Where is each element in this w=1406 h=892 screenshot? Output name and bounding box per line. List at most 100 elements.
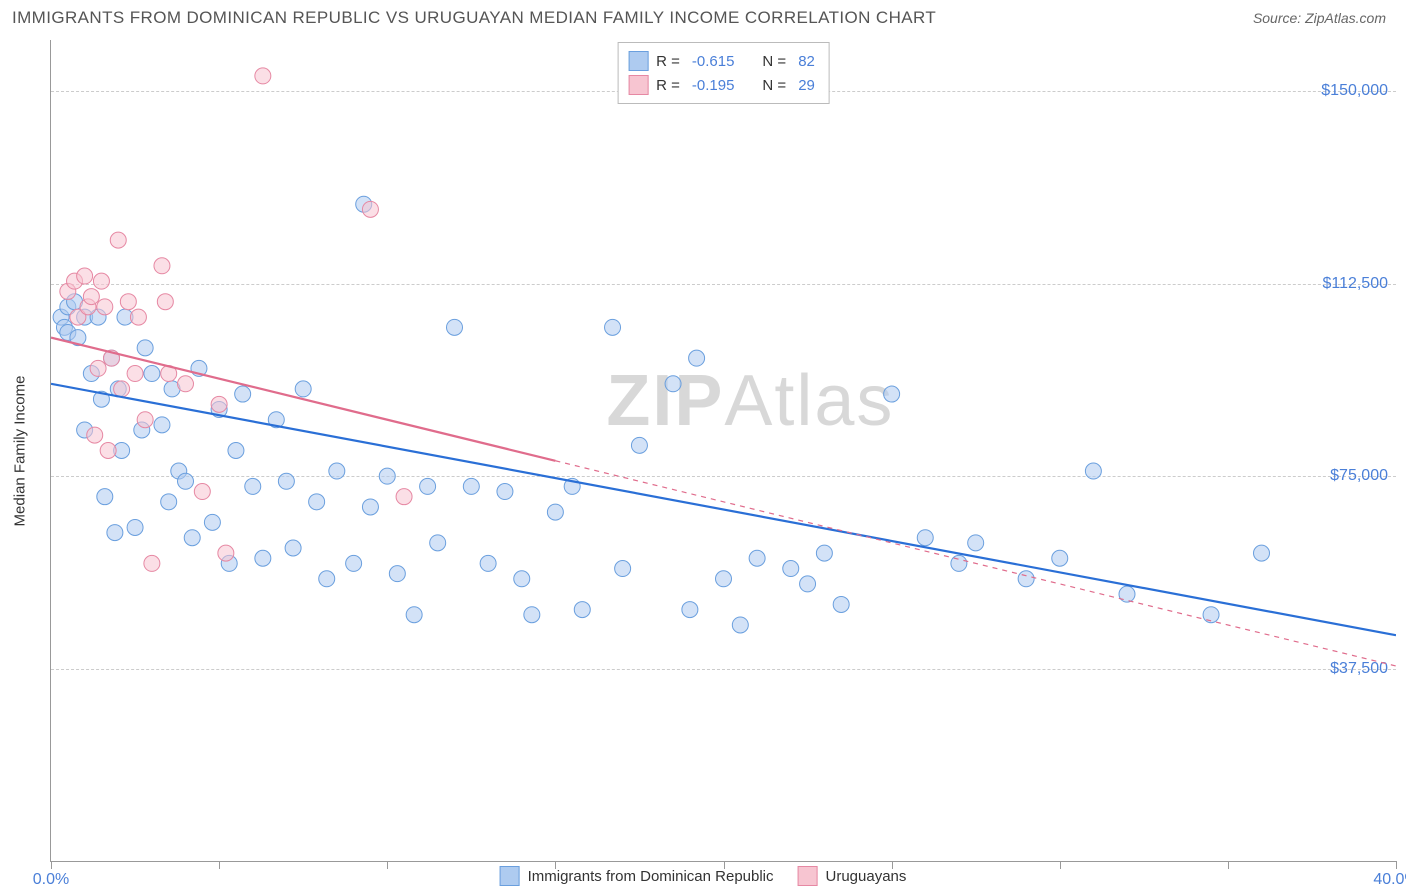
scatter-point-dominican — [800, 576, 816, 592]
series-legend: Immigrants from Dominican Republic Urugu… — [500, 866, 907, 886]
correlation-legend: R = -0.615 N = 82 R = -0.195 N = 29 — [617, 42, 830, 104]
source-name: ZipAtlas.com — [1305, 10, 1386, 26]
scatter-point-dominican — [319, 571, 335, 587]
scatter-point-uruguayan — [100, 443, 116, 459]
scatter-point-uruguayan — [178, 376, 194, 392]
source-prefix: Source: — [1253, 10, 1305, 26]
scatter-point-dominican — [228, 443, 244, 459]
scatter-point-dominican — [463, 478, 479, 494]
scatter-point-dominican — [389, 566, 405, 582]
scatter-point-dominican — [716, 571, 732, 587]
scatter-point-uruguayan — [157, 294, 173, 310]
legend-label-dominican: Immigrants from Dominican Republic — [528, 868, 774, 885]
legend-item-uruguayan: Uruguayans — [798, 866, 907, 886]
scatter-point-uruguayan — [93, 273, 109, 289]
scatter-point-uruguayan — [255, 68, 271, 84]
scatter-point-dominican — [285, 540, 301, 556]
scatter-point-uruguayan — [120, 294, 136, 310]
source-citation: Source: ZipAtlas.com — [1253, 10, 1386, 26]
scatter-point-uruguayan — [130, 309, 146, 325]
y-axis-label: Median Family Income — [12, 376, 29, 527]
scatter-point-dominican — [749, 550, 765, 566]
scatter-point-dominican — [1085, 463, 1101, 479]
scatter-point-dominican — [665, 376, 681, 392]
scatter-point-uruguayan — [77, 268, 93, 284]
scatter-point-dominican — [951, 555, 967, 571]
scatter-point-dominican — [732, 617, 748, 633]
scatter-svg — [51, 40, 1396, 861]
legend-row-uruguayan: R = -0.195 N = 29 — [628, 73, 819, 97]
scatter-point-dominican — [161, 494, 177, 510]
chart-container: Median Family Income ZIPAtlas R = -0.615… — [50, 40, 1396, 862]
scatter-point-uruguayan — [110, 232, 126, 248]
scatter-point-dominican — [420, 478, 436, 494]
scatter-point-dominican — [137, 340, 153, 356]
scatter-point-dominican — [184, 530, 200, 546]
scatter-point-uruguayan — [154, 258, 170, 274]
scatter-point-dominican — [295, 381, 311, 397]
scatter-point-uruguayan — [83, 289, 99, 305]
scatter-point-dominican — [514, 571, 530, 587]
scatter-point-dominican — [547, 504, 563, 520]
scatter-point-dominican — [524, 607, 540, 623]
n-label: N = — [762, 53, 786, 70]
scatter-point-uruguayan — [127, 366, 143, 382]
swatch-dominican — [500, 866, 520, 886]
scatter-point-dominican — [362, 499, 378, 515]
n-value-uruguayan: 29 — [798, 77, 815, 94]
plot-area: ZIPAtlas R = -0.615 N = 82 R = -0.195 N … — [50, 40, 1396, 862]
swatch-uruguayan — [798, 866, 818, 886]
r-value-dominican: -0.615 — [692, 53, 735, 70]
scatter-point-dominican — [430, 535, 446, 551]
scatter-point-uruguayan — [97, 299, 113, 315]
x-tick — [1060, 861, 1061, 869]
scatter-point-dominican — [245, 478, 261, 494]
header: IMMIGRANTS FROM DOMINICAN REPUBLIC VS UR… — [0, 0, 1406, 32]
scatter-point-dominican — [406, 607, 422, 623]
scatter-point-dominican — [204, 514, 220, 530]
scatter-point-uruguayan — [396, 489, 412, 505]
scatter-point-dominican — [346, 555, 362, 571]
x-tick — [219, 861, 220, 869]
n-label: N = — [762, 77, 786, 94]
scatter-point-dominican — [154, 417, 170, 433]
x-tick — [1396, 861, 1397, 869]
trendline-dominican — [51, 384, 1396, 635]
scatter-point-dominican — [278, 473, 294, 489]
scatter-point-dominican — [379, 468, 395, 484]
trendline-uruguayan — [51, 338, 555, 461]
x-tick-label: 0.0% — [33, 871, 69, 889]
scatter-point-dominican — [255, 550, 271, 566]
swatch-uruguayan — [628, 75, 648, 95]
scatter-point-dominican — [127, 519, 143, 535]
scatter-point-dominican — [574, 602, 590, 618]
trendline-dashed-uruguayan — [555, 461, 1396, 666]
scatter-point-dominican — [682, 602, 698, 618]
scatter-point-dominican — [968, 535, 984, 551]
scatter-point-uruguayan — [362, 201, 378, 217]
x-tick — [1228, 861, 1229, 869]
scatter-point-dominican — [631, 437, 647, 453]
scatter-point-dominican — [689, 350, 705, 366]
legend-row-dominican: R = -0.615 N = 82 — [628, 49, 819, 73]
scatter-point-uruguayan — [211, 396, 227, 412]
chart-title: IMMIGRANTS FROM DOMINICAN REPUBLIC VS UR… — [12, 8, 936, 28]
r-value-uruguayan: -0.195 — [692, 77, 735, 94]
r-label: R = — [656, 53, 680, 70]
scatter-point-uruguayan — [144, 555, 160, 571]
scatter-point-dominican — [917, 530, 933, 546]
scatter-point-dominican — [107, 525, 123, 541]
scatter-point-uruguayan — [137, 412, 153, 428]
scatter-point-dominican — [178, 473, 194, 489]
scatter-point-dominican — [884, 386, 900, 402]
x-tick-label: 40.0% — [1373, 871, 1406, 889]
scatter-point-uruguayan — [90, 360, 106, 376]
scatter-point-dominican — [615, 561, 631, 577]
scatter-point-dominican — [1052, 550, 1068, 566]
scatter-point-uruguayan — [218, 545, 234, 561]
legend-item-dominican: Immigrants from Dominican Republic — [500, 866, 774, 886]
x-tick — [387, 861, 388, 869]
scatter-point-dominican — [97, 489, 113, 505]
scatter-point-dominican — [309, 494, 325, 510]
scatter-point-dominican — [329, 463, 345, 479]
